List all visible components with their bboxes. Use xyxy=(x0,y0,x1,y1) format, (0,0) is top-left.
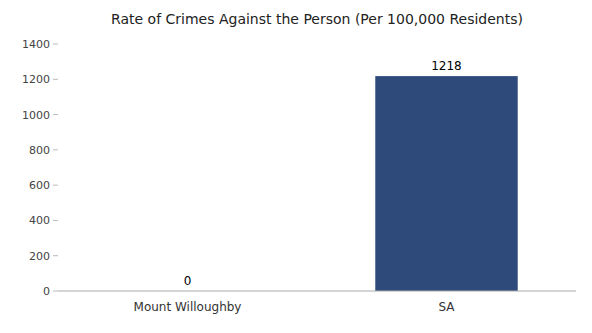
tick-label: 200 xyxy=(29,250,50,263)
tick-label: 600 xyxy=(29,179,50,192)
tick-mark xyxy=(53,114,58,115)
bars xyxy=(375,76,517,291)
category-label: SA xyxy=(438,300,455,314)
tick-mark xyxy=(53,255,58,256)
tick-label: 1400 xyxy=(22,38,50,51)
tick-label: 0 xyxy=(43,285,50,298)
title: Rate of Crimes Against the Person (Per 1… xyxy=(111,11,523,27)
tick-label: 1200 xyxy=(22,73,50,86)
data-label: 1218 xyxy=(431,59,462,73)
chart-container: Rate of Crimes Against the Person (Per 1… xyxy=(0,0,592,333)
data-label: 0 xyxy=(184,274,192,288)
y-axis: 0 200 400 600 800 1000 1200 1400 xyxy=(22,38,58,298)
tick-mark xyxy=(53,44,58,45)
tick-mark xyxy=(53,185,58,186)
tick-mark xyxy=(53,220,58,221)
chart: Rate of Crimes Against the Person (Per 1… xyxy=(0,0,592,333)
bar xyxy=(375,76,517,291)
tick-label: 1000 xyxy=(22,109,50,122)
tick-label: 800 xyxy=(29,144,50,157)
tick-mark xyxy=(53,149,58,150)
tick-mark xyxy=(53,79,58,80)
category-label: Mount Willoughby xyxy=(134,300,242,314)
axis-line xyxy=(58,291,576,292)
tick-label: 400 xyxy=(29,214,50,227)
tick-mark xyxy=(53,291,58,292)
